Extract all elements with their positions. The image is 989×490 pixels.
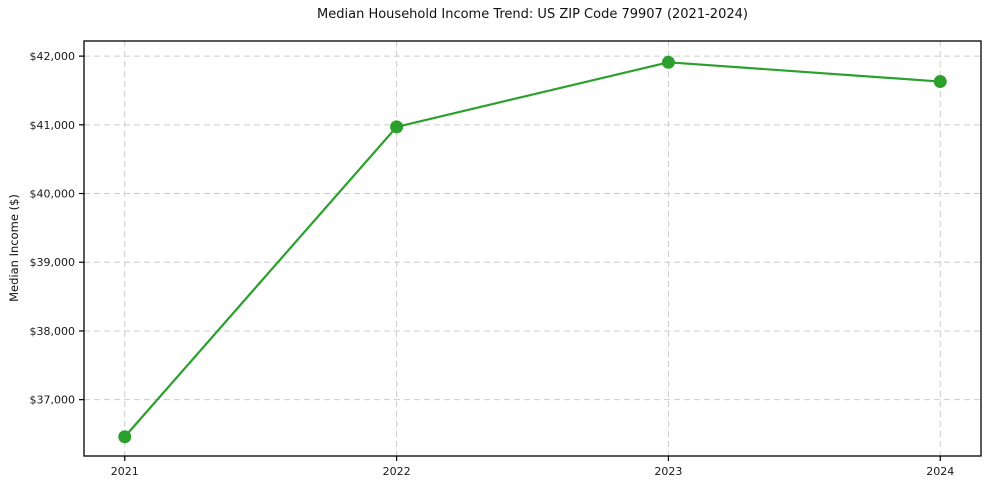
- chart-title: Median Household Income Trend: US ZIP Co…: [317, 7, 748, 22]
- x-tick-label: 2024: [926, 465, 954, 478]
- y-tick-label: $37,000: [30, 394, 76, 407]
- data-point-2023: [661, 55, 675, 69]
- y-tick-label: $40,000: [30, 188, 76, 201]
- y-tick-label: $41,000: [30, 119, 76, 132]
- trend-line: [123, 61, 942, 438]
- y-tick-label: $38,000: [30, 325, 76, 338]
- x-tick-label: 2021: [111, 465, 139, 478]
- x-tick-label: 2022: [383, 465, 411, 478]
- y-tick-label: $39,000: [30, 256, 76, 269]
- data-point-2022: [390, 120, 404, 134]
- data-point-2024: [933, 75, 947, 89]
- x-tick-label: 2023: [654, 465, 682, 478]
- data-point-2021: [118, 430, 132, 444]
- y-tick-label: $42,000: [30, 50, 76, 63]
- plot-border: [83, 40, 982, 457]
